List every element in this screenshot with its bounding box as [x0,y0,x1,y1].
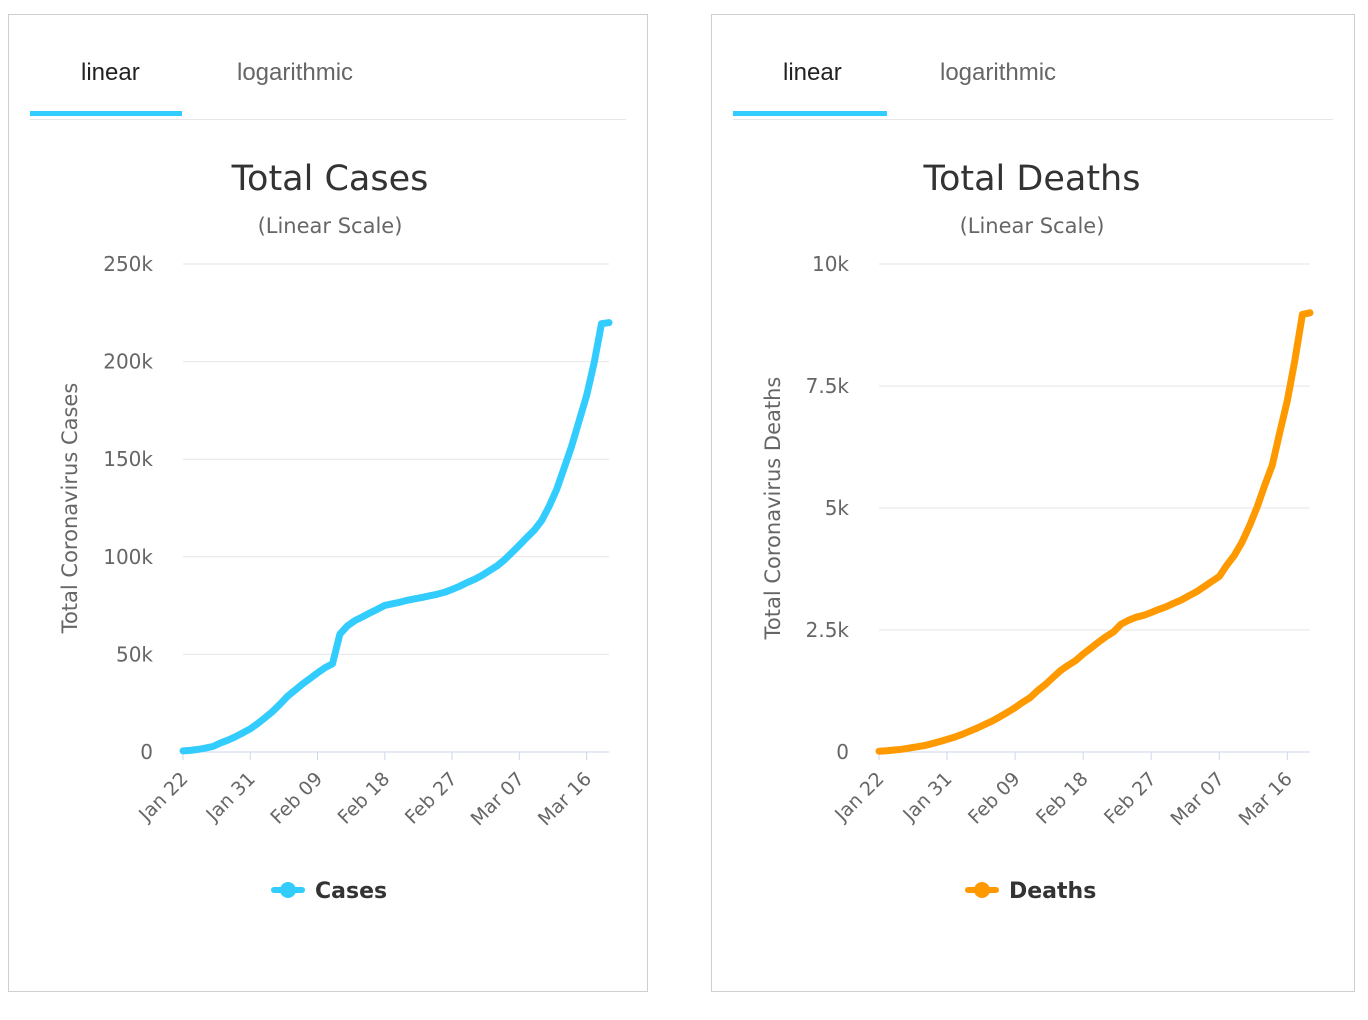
x-tick-label: Jan 31 [898,768,956,826]
y-tick-label: 0 [836,740,849,764]
chart-subtitle: (Linear Scale) [960,214,1105,238]
chart-subtitle: (Linear Scale) [258,214,403,238]
deaths-chart: Total Deaths (Linear Scale) 0 2.5k 5k 7.5k 10k… [761,159,1314,904]
x-tick-label: Feb 09 [266,768,327,829]
y-tick-label: 7.5k [806,374,850,398]
active-tab-indicator [30,111,182,116]
series-line-deaths [875,309,1314,755]
scale-tabs: linear logarithmic [733,15,1333,120]
series-line-cases [179,319,613,755]
deaths-chart-panel: linear logarithmic Total Deaths (Linear S… [711,14,1355,992]
cases-chart-panel: linear logarithmic Total Cases (Linear Sc… [8,14,648,992]
y-axis-label: Total Coronavirus Cases [58,383,82,635]
y-tick-label: 10k [812,252,849,276]
x-tick-label: Feb 18 [334,768,395,829]
scale-tabs: linear logarithmic [30,15,626,120]
x-tick-label: Mar 16 [534,768,596,830]
legend-label: Deaths [1009,879,1096,904]
legend-label: Cases [315,879,387,904]
y-tick-label: 200k [103,350,153,374]
tab-linear[interactable]: linear [783,59,842,86]
chart-title: Total Cases [231,159,429,199]
y-tick-label: 250k [103,252,153,276]
legend-marker [974,882,990,898]
x-tick-label: Jan 31 [201,768,259,826]
y-tick-label: 5k [825,496,850,520]
x-tick-label: Feb 09 [964,768,1025,829]
cases-chart: Total Cases (Linear Scale) 0 50k 100k 150k 200… [58,159,613,904]
x-tick-label: Mar 16 [1235,768,1297,830]
x-tick-label: Feb 27 [401,768,462,829]
active-tab-indicator [733,111,887,116]
y-tick-label: 150k [103,447,153,471]
y-tick-label: 0 [140,740,153,764]
y-axis-label: Total Coronavirus Deaths [761,377,785,641]
x-tick-label: Mar 07 [1167,768,1229,830]
y-tick-label: 50k [116,642,153,666]
x-tick-label: Jan 22 [134,768,192,826]
x-tick-label: Feb 18 [1032,768,1093,829]
x-tick-label: Mar 07 [467,768,529,830]
legend-marker [280,882,296,898]
tab-logarithmic[interactable]: logarithmic [237,59,354,86]
x-tick-label: Feb 27 [1100,768,1161,829]
x-tick-label: Jan 22 [830,768,888,826]
y-tick-label: 2.5k [806,618,850,642]
tab-logarithmic[interactable]: logarithmic [940,59,1057,86]
tab-linear[interactable]: linear [81,59,140,86]
chart-title: Total Deaths [923,159,1141,199]
y-tick-label: 100k [103,545,153,569]
